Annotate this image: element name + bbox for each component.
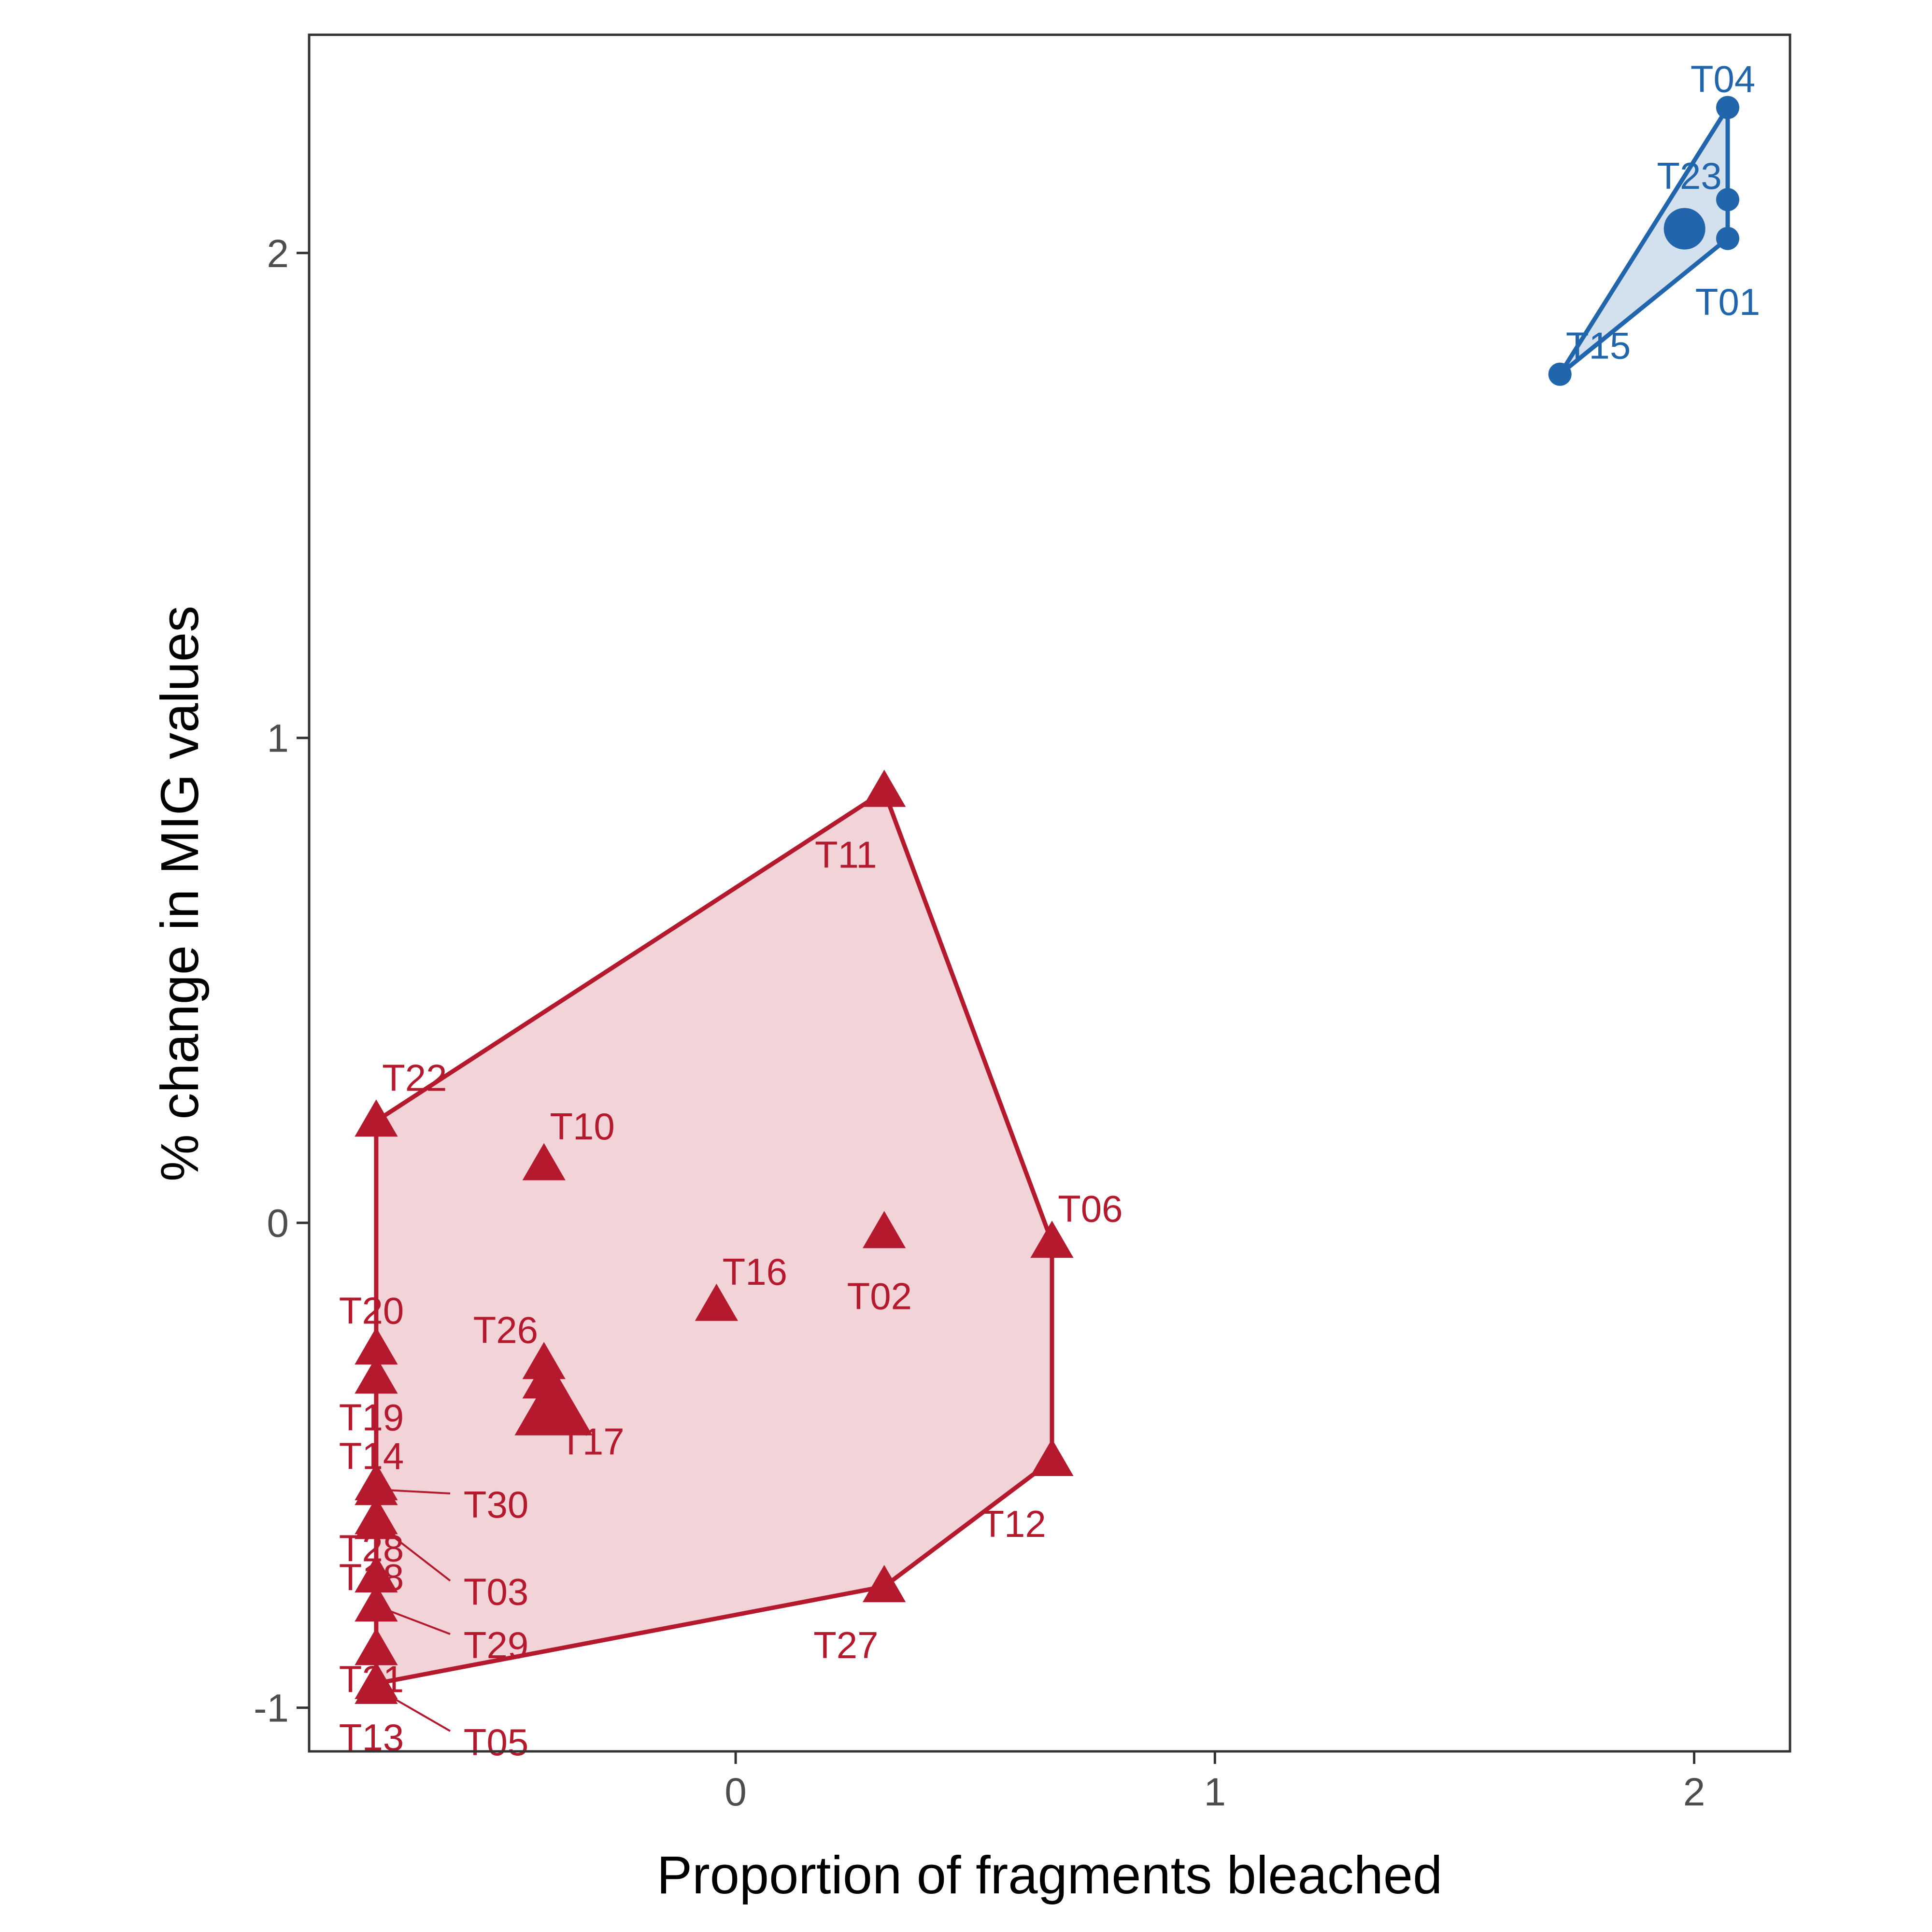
- x-tick-label-1: 1: [1204, 1770, 1226, 1814]
- leader-line-T05: [375, 1687, 451, 1732]
- y-tick-label-1: 1: [267, 717, 289, 761]
- point-T30: [355, 1468, 398, 1506]
- point-T27: [863, 1565, 906, 1603]
- y-axis-title: % change in MIG values: [150, 606, 210, 1181]
- point-T11: [863, 769, 906, 807]
- point-label-T14: T14: [339, 1435, 404, 1477]
- y-tick-label--1: -1: [254, 1687, 289, 1731]
- point-label-T12: T12: [981, 1503, 1046, 1545]
- point-T21: [355, 1628, 398, 1665]
- point-T06: [1030, 1221, 1074, 1258]
- point-label-T17: T17: [559, 1421, 624, 1463]
- point-T22: [355, 1099, 398, 1137]
- point-label-T04: T04: [1690, 57, 1755, 100]
- point-T19: [355, 1356, 398, 1394]
- leader-line-T03: [375, 1522, 451, 1582]
- point-T26: [522, 1342, 566, 1379]
- leader-line-T29: [376, 1605, 451, 1635]
- point-label-T10: T10: [550, 1105, 614, 1148]
- leader-line-T30: [376, 1488, 451, 1494]
- point-T15: [1548, 362, 1572, 386]
- point-label-T15: T15: [1566, 325, 1631, 367]
- x-tick-label-2: 2: [1683, 1770, 1705, 1814]
- point-T10: [522, 1143, 566, 1180]
- point-label-T16: T16: [723, 1250, 787, 1293]
- point-label-T19: T19: [339, 1396, 404, 1438]
- point-T20: [355, 1327, 398, 1365]
- point-T18: [355, 1555, 398, 1592]
- y-tick-label-0: 0: [267, 1202, 289, 1246]
- point-label-T01: T01: [1695, 281, 1760, 323]
- point-T12: [1030, 1439, 1074, 1476]
- point-T01: [1716, 227, 1739, 250]
- marker-layer: [355, 96, 1739, 1704]
- centroid-group-1: [514, 1368, 593, 1435]
- centroid-group-2: [1663, 208, 1705, 250]
- hull-group-2: [1558, 105, 1730, 377]
- point-T04: [1716, 96, 1739, 119]
- point-label-layer: T22 T10 T11 T06 T16 T02 T20 T26 T19 T17 T14 T30 T12 T…: [339, 57, 1760, 1763]
- point-T29: [355, 1584, 398, 1622]
- point-T23: [1716, 188, 1739, 212]
- point-label-T11: T11: [815, 834, 877, 876]
- point-label-T30: T30: [464, 1483, 528, 1526]
- y-tick-label-2: 2: [267, 232, 289, 276]
- point-label-T05: T05: [464, 1721, 528, 1763]
- point-label-T03: T03: [464, 1571, 528, 1613]
- point-label-T02: T02: [847, 1275, 912, 1317]
- point-label-T26: T26: [473, 1309, 538, 1351]
- point-label-T29: T29: [464, 1624, 528, 1666]
- point-label-T27: T27: [813, 1624, 878, 1666]
- point-label-T06: T06: [1058, 1188, 1122, 1230]
- point-T03: [355, 1502, 398, 1539]
- plot-panel-border: [308, 33, 1791, 1753]
- point-label-T20: T20: [339, 1289, 404, 1332]
- point-label-T22: T22: [382, 1057, 447, 1099]
- point-label-T23: T23: [1657, 155, 1721, 197]
- point-label-T28: T28: [339, 1527, 404, 1569]
- x-tick-label-0: 0: [724, 1770, 747, 1814]
- point-T16: [695, 1283, 738, 1321]
- point-label-T21: T21: [339, 1658, 404, 1700]
- point-label-T18: T18: [339, 1556, 404, 1599]
- axes-layer: 0 1 2 -1 0 1 2: [254, 232, 1705, 1814]
- x-axis-title: Proportion of fragments bleached: [657, 1846, 1443, 1905]
- point-T02: [863, 1211, 906, 1249]
